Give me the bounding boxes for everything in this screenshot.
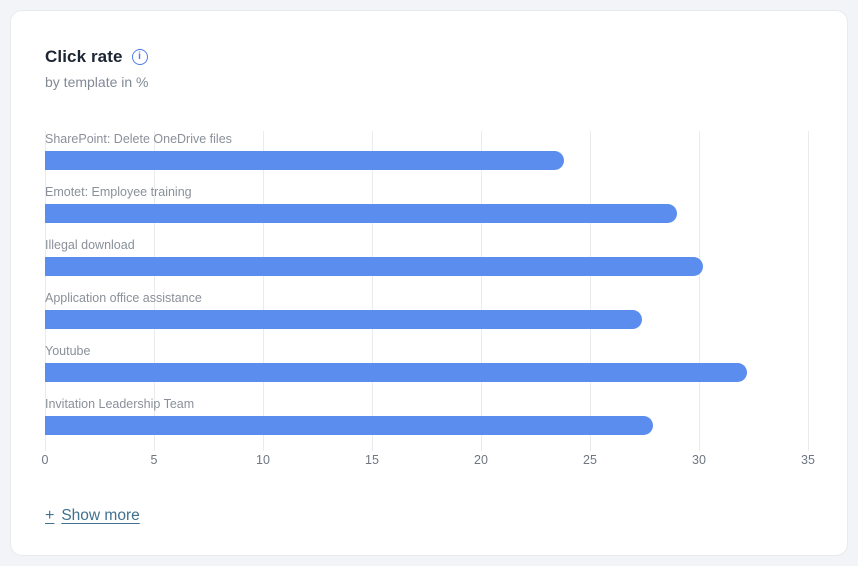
- gridline: [263, 131, 264, 451]
- bar-row: Youtube: [45, 343, 808, 382]
- gridline: [481, 131, 482, 451]
- gridline: [699, 131, 700, 451]
- click-rate-card: Click rate i by template in % SharePoint…: [10, 10, 848, 556]
- x-tick-label: 30: [692, 453, 706, 467]
- bar[interactable]: [45, 416, 654, 435]
- bar-label: Emotet: Employee training: [45, 185, 192, 199]
- gridlines: [45, 131, 809, 451]
- bar-row: Application office assistance: [45, 290, 808, 329]
- x-tick-label: 10: [256, 453, 270, 467]
- bar-row: Invitation Leadership Team: [45, 396, 808, 435]
- card-title: Click rate: [45, 47, 123, 66]
- x-tick-label: 15: [365, 453, 379, 467]
- bar-label: Illegal download: [45, 238, 135, 252]
- bar-label: Youtube: [45, 344, 91, 358]
- show-more-label: Show more: [61, 507, 140, 524]
- bar-row: Emotet: Employee training: [45, 184, 808, 223]
- bar-rows: SharePoint: Delete OneDrive files Emotet:…: [45, 131, 808, 435]
- x-tick-label: 25: [583, 453, 597, 467]
- bar[interactable]: [45, 204, 678, 223]
- bar-label: Application office assistance: [45, 291, 202, 305]
- x-axis: 0 5 10 15 20 25 30 35: [41, 451, 815, 471]
- gridline: [154, 131, 155, 451]
- bar[interactable]: [45, 151, 564, 170]
- bar-row: SharePoint: Delete OneDrive files: [45, 131, 808, 170]
- gridline: [808, 131, 809, 451]
- plus-icon: +: [45, 507, 55, 524]
- info-icon[interactable]: i: [131, 49, 148, 65]
- bar[interactable]: [45, 310, 643, 329]
- gridline: [590, 131, 591, 451]
- bar-label: SharePoint: Delete OneDrive files: [45, 132, 232, 146]
- x-tick-label: 5: [150, 453, 158, 467]
- bar[interactable]: [45, 363, 747, 382]
- show-more-link[interactable]: + Show more: [45, 507, 140, 525]
- x-tick-label: 20: [474, 453, 488, 467]
- x-tick-label: 0: [41, 453, 49, 467]
- click-rate-bar-chart: SharePoint: Delete OneDrive files Emotet:…: [41, 131, 815, 471]
- x-tick-label: 35: [801, 453, 815, 467]
- bar-row: Illegal download: [45, 237, 808, 276]
- card-subtitle: by template in %: [45, 74, 149, 90]
- bar[interactable]: [45, 257, 704, 276]
- gridline: [372, 131, 373, 451]
- bar-label: Invitation Leadership Team: [45, 397, 195, 411]
- card-header: Click rate i: [45, 47, 813, 67]
- gridline: [45, 131, 46, 451]
